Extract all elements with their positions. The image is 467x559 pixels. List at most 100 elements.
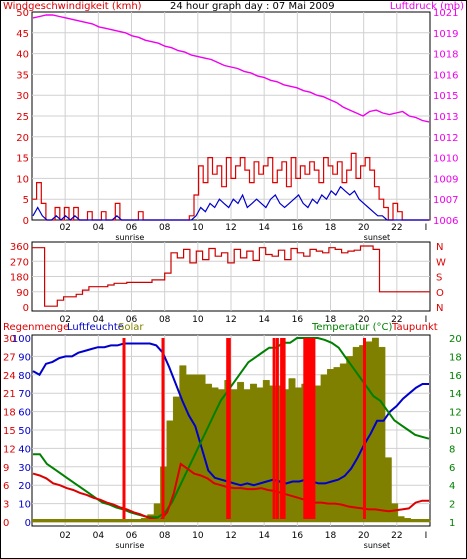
climate-x-tick-label: 18 [325, 531, 337, 541]
wind-direction-marks [32, 245, 430, 307]
direction-x-tick-label: 16 [292, 315, 304, 325]
pressure-tick-label: 1006 [433, 216, 458, 227]
rain-bar [272, 338, 276, 522]
rain-axis-label: Regenmenge [3, 322, 69, 333]
wind-speed-tick-label: 5 [23, 195, 29, 206]
rain-bar [122, 338, 126, 522]
climate-x-tick-label: 06 [126, 531, 138, 541]
rain-tick-label: 21 [3, 389, 16, 400]
temperature-tick-label: 6 [449, 463, 455, 474]
pressure-tick-label: 1018 [433, 50, 458, 61]
rain-tick-label: 27 [3, 352, 16, 363]
direction-x-tick-label: 12 [225, 315, 236, 325]
rain-tick-label: 15 [3, 426, 16, 437]
direction-x-tick-label: 10 [192, 315, 204, 325]
wind-speed-axis-label: Windgeschwindigkeit (kmh) [3, 1, 142, 12]
direction-x-tick-label: 20 [358, 315, 370, 325]
temperature-tick-label: 8 [449, 444, 455, 455]
dewpoint-axis-label: Taupunkt [391, 322, 438, 333]
rain-bar [312, 338, 316, 522]
wind-speed-tick-label: 50 [16, 8, 29, 19]
humidity-tick-label: 0 [25, 518, 31, 529]
wind-speed-tick-label: 40 [16, 50, 29, 61]
pressure-tick-label: 1021 [433, 8, 458, 19]
rain-tick-label: 24 [3, 371, 16, 382]
sunrise-label: sunrise [115, 233, 144, 242]
wind-speed-tick-label: 15 [16, 154, 29, 165]
sunset-label: sunset [364, 541, 391, 550]
rain-bar [308, 338, 312, 522]
humidity-tick-label: 10 [18, 500, 31, 511]
wind-x-tick-label: 10 [192, 223, 204, 233]
rain-bar [275, 338, 279, 522]
sunrise-label: sunrise [115, 541, 144, 550]
temperature-tick-label: 18 [449, 352, 462, 363]
wind-x-tick-label: 22 [391, 223, 402, 233]
wind-x-tick-label: 16 [292, 223, 304, 233]
humidity-tick-label: 20 [18, 481, 31, 492]
series-windgeschwindigkeit-line [32, 185, 429, 221]
wind-x-tick-label: 08 [159, 223, 171, 233]
wind-x-tick-label: 06 [126, 223, 138, 233]
direction-x-tick-label: 06 [126, 315, 138, 325]
direction-compass-tick-label: N [436, 303, 443, 314]
temperature-axis-label: Temperatur (°C) [311, 322, 392, 333]
direction-degree-tick-label: 360 [10, 242, 29, 253]
direction-compass-tick-label: O [436, 288, 444, 299]
wind-pressure-grid [32, 12, 430, 220]
climate-x-tick-label: 08 [159, 531, 171, 541]
pressure-tick-label: 1009 [433, 174, 458, 185]
direction-compass-tick-label: W [436, 257, 446, 268]
pressure-tick-label: 1007 [433, 195, 458, 206]
temperature-tick-label: 12 [449, 408, 462, 419]
humidity-tick-label: 70 [18, 389, 31, 400]
wind-speed-tick-label: 25 [16, 112, 29, 123]
humidity-tick-label: 60 [18, 408, 31, 419]
direction-degree-tick-label: 0 [23, 303, 29, 314]
temperature-tick-label: 20 [449, 334, 462, 345]
temperature-tick-label: 16 [449, 371, 462, 382]
direction-degree-tick-label: 270 [10, 257, 29, 268]
direction-x-tick-label: 04 [93, 315, 105, 325]
climate-x-tick-label: 12 [225, 531, 236, 541]
temperature-tick-label: 1 [449, 518, 455, 529]
direction-x-tick-label: 08 [159, 315, 171, 325]
climate-x-tick-label: 10 [192, 531, 204, 541]
direction-x-tick-label: I [425, 315, 428, 325]
pressure-tick-label: 1010 [433, 154, 458, 165]
temperature-tick-label: 14 [449, 389, 462, 400]
pressure-tick-label: 1012 [433, 133, 458, 144]
pressure-tick-label: 1019 [433, 29, 458, 40]
direction-compass-tick-label: S [436, 273, 442, 284]
wind-speed-tick-label: 10 [16, 174, 29, 185]
climate-x-tick-label: 16 [292, 531, 304, 541]
wind-x-tick-label: 18 [325, 223, 337, 233]
temperature-tick-label: 2 [449, 500, 455, 511]
wind-speed-tick-label: 45 [16, 29, 29, 40]
rain-bar [282, 338, 286, 522]
pressure-tick-label: 1015 [433, 91, 458, 102]
climate-x-tick-label: 20 [358, 531, 370, 541]
series-luftdruck-mb--line [32, 14, 430, 123]
wind-x-tick-label: 14 [258, 223, 270, 233]
humidity-tick-label: 80 [18, 371, 31, 382]
pressure-axis-label: Luftdruck (mb) [390, 1, 464, 12]
direction-x-tick-label: 14 [258, 315, 270, 325]
rain-tick-label: 9 [3, 463, 9, 474]
temperature-tick-label: 10 [449, 426, 462, 437]
rain-tick-label: 12 [3, 444, 16, 455]
humidity-tick-label: 30 [18, 463, 31, 474]
climate-x-tick-label: 22 [391, 531, 402, 541]
direction-x-tick-label: 02 [59, 315, 70, 325]
rain-bar [309, 338, 313, 522]
wind-direction-grid [32, 242, 430, 311]
wind-x-tick-label: 12 [225, 223, 236, 233]
wind-x-tick-label: 04 [93, 223, 105, 233]
temperature-tick-label: 4 [449, 481, 455, 492]
wind-speed-tick-label: 35 [16, 70, 29, 81]
rain-bar [227, 338, 231, 522]
rain-bar [363, 338, 366, 522]
wind-speed-tick-label: 30 [16, 91, 29, 102]
direction-x-tick-label: 22 [391, 315, 402, 325]
